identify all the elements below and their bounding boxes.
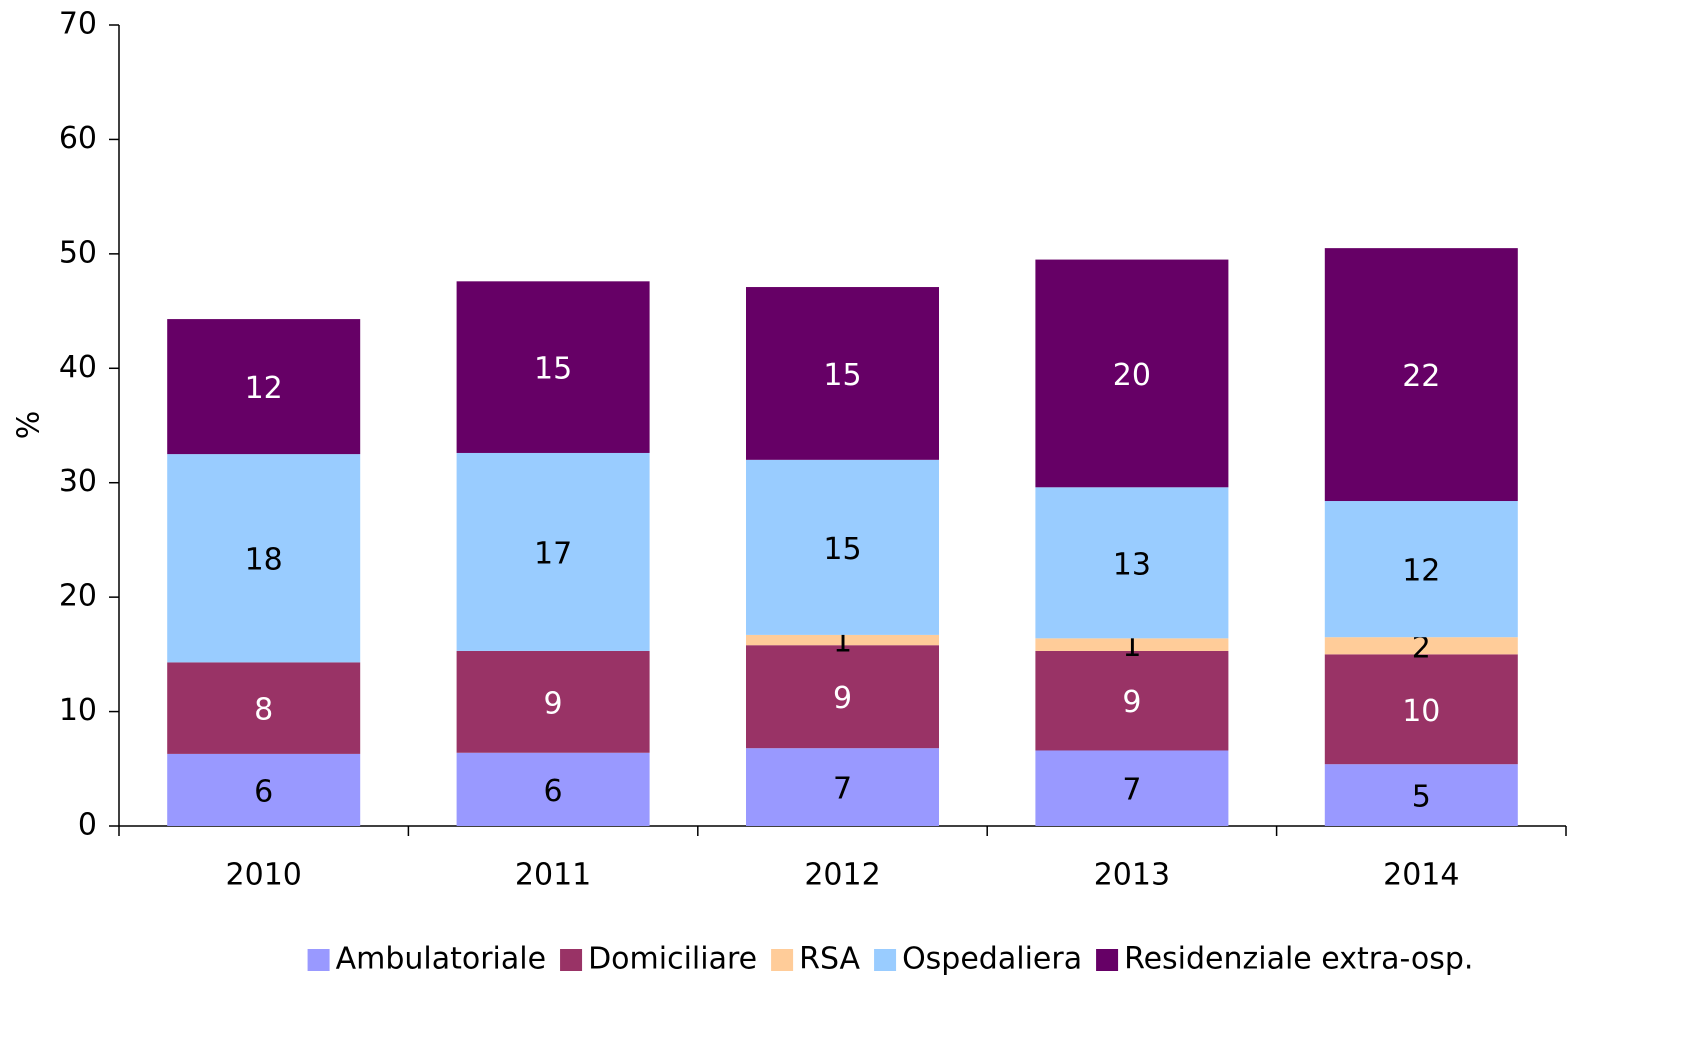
y-tick-label: 60 — [59, 121, 97, 156]
bar-segment — [456, 752, 650, 826]
legend-label: RSA — [799, 942, 860, 977]
data-label: 12 — [245, 371, 283, 406]
bar-segment — [167, 753, 361, 826]
data-label: 7 — [833, 772, 852, 807]
legend-label: Ospedaliera — [902, 942, 1082, 977]
legend-label: Domiciliare — [588, 942, 757, 977]
data-label: 22 — [1402, 359, 1440, 394]
data-label: 2 — [1412, 630, 1431, 665]
bar-segment — [1324, 248, 1518, 502]
bar-segment — [1035, 650, 1229, 751]
legend-swatch — [1096, 949, 1119, 971]
y-axis-label: % — [12, 411, 47, 440]
bar-segment — [746, 645, 939, 749]
x-tick-label: 2014 — [1383, 858, 1459, 893]
y-tick-label: 20 — [59, 579, 97, 614]
bar-segment — [1035, 638, 1229, 651]
bar-segment — [1035, 750, 1229, 826]
bar-segment — [746, 459, 939, 635]
legend-label: Ambulatoriale — [336, 942, 546, 977]
data-label: 15 — [823, 358, 861, 393]
bar-segment — [746, 748, 939, 826]
data-label: 6 — [254, 774, 273, 809]
data-label: 18 — [245, 543, 283, 578]
data-label: 7 — [1122, 773, 1141, 808]
legend-swatch — [771, 949, 794, 971]
x-tick-label: 2011 — [515, 858, 591, 893]
bar-segment — [1324, 637, 1518, 655]
data-label: 15 — [534, 352, 572, 387]
bar-segment — [1035, 487, 1229, 639]
data-label: 6 — [544, 774, 563, 809]
data-label: 12 — [1402, 554, 1440, 589]
legend-swatch — [560, 949, 583, 971]
data-label: 9 — [833, 681, 852, 716]
x-tick-label: 2013 — [1094, 858, 1170, 893]
bar-segment — [1324, 654, 1518, 765]
bar-segment — [746, 634, 939, 646]
data-label: 8 — [254, 693, 273, 728]
bar-segment — [456, 281, 650, 453]
y-tick-label: 50 — [59, 235, 97, 270]
y-tick-label: 0 — [78, 808, 97, 843]
x-tick-label: 2010 — [226, 858, 302, 893]
data-label: 20 — [1113, 358, 1151, 393]
y-tick-label: 40 — [59, 350, 97, 385]
data-label: 10 — [1402, 694, 1440, 729]
legend-label: Residenziale extra-osp. — [1124, 942, 1473, 977]
data-label: 9 — [544, 686, 563, 721]
bar-segment — [167, 662, 361, 754]
bar-segment — [1035, 259, 1229, 488]
data-label: 17 — [534, 536, 572, 571]
y-tick-label: 30 — [59, 464, 97, 499]
bar-segment — [167, 454, 361, 663]
bar-segment — [167, 319, 361, 455]
bar-segment — [1324, 501, 1518, 638]
bar-segment — [456, 452, 650, 651]
data-label: 5 — [1412, 780, 1431, 815]
x-tick-label: 2012 — [804, 858, 880, 893]
data-label: 13 — [1113, 547, 1151, 582]
bar-segment — [1324, 764, 1518, 826]
data-label: 9 — [1122, 685, 1141, 720]
legend-swatch — [307, 949, 330, 971]
bar-segment — [746, 287, 939, 460]
y-tick-label: 10 — [59, 693, 97, 728]
legend-swatch — [874, 949, 897, 971]
bar-segment — [456, 650, 650, 753]
data-label: 15 — [823, 532, 861, 567]
y-tick-label: 70 — [59, 7, 97, 42]
